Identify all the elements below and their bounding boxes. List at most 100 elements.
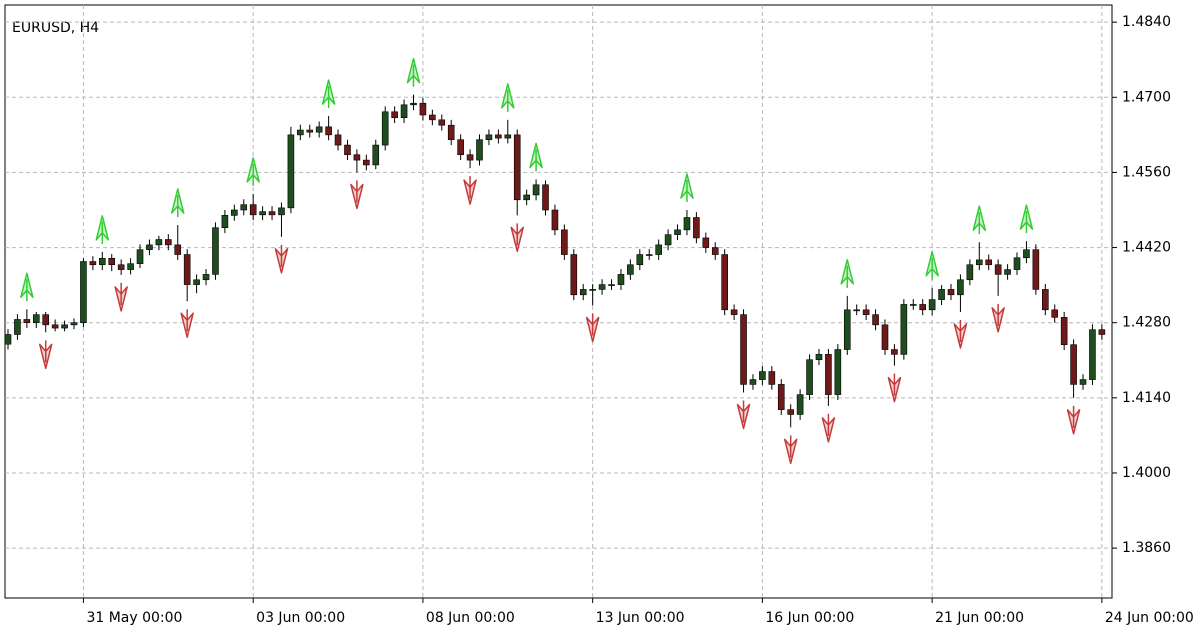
fractal-up	[972, 205, 987, 235]
fractal-up	[321, 79, 336, 109]
candle-body	[919, 304, 927, 311]
candle-body	[994, 264, 1002, 275]
candle-body	[400, 104, 408, 118]
fractal-up	[680, 173, 694, 203]
candle-body	[89, 261, 97, 266]
candle-body	[825, 354, 832, 395]
candle-body	[495, 134, 502, 139]
candle-body	[872, 314, 879, 326]
candle-body	[447, 124, 455, 140]
candle-body	[1070, 344, 1077, 385]
fractal-up	[406, 57, 421, 87]
candle-body	[627, 264, 634, 275]
candle-body	[655, 244, 662, 255]
y-tick-label: 1.4000	[1122, 465, 1171, 481]
fractal-down	[510, 223, 524, 253]
candle-body	[315, 126, 323, 133]
candle-body	[278, 207, 285, 216]
x-tick-label: 03 Jun 00:00	[256, 610, 345, 626]
candle-body	[834, 349, 842, 395]
candle-body	[155, 239, 163, 246]
candle-body	[372, 144, 380, 166]
candle-body	[523, 194, 530, 201]
plot-area	[4, 4, 1113, 599]
candle-body	[561, 229, 568, 255]
candle-body	[14, 319, 21, 335]
fractal-down	[887, 373, 902, 403]
x-tick-label: 21 Jun 00:00	[935, 610, 1024, 626]
candle-body	[32, 314, 40, 323]
x-tick-label: 13 Jun 00:00	[596, 610, 685, 626]
candle-body	[485, 134, 493, 140]
fractal-down	[736, 400, 751, 430]
candle-body	[51, 324, 59, 329]
candle-body	[645, 254, 653, 256]
candle-body	[589, 289, 596, 291]
candle-body	[957, 279, 964, 296]
fractal-up	[501, 83, 515, 112]
candle-body	[457, 139, 464, 156]
candle-body	[740, 314, 747, 385]
candle-body	[806, 359, 813, 395]
candle-body	[966, 264, 974, 281]
candle-body	[99, 257, 106, 266]
candle-body	[749, 379, 757, 385]
y-tick-label: 1.4700	[1122, 89, 1171, 105]
candle-body	[4, 334, 12, 345]
candle-body	[853, 309, 861, 312]
candle-body	[231, 209, 238, 216]
candle-body	[419, 102, 427, 116]
candle-body	[909, 304, 917, 306]
candle-body	[438, 119, 446, 126]
fractal-up	[925, 251, 939, 280]
candle-body	[598, 284, 606, 290]
fractal-down	[821, 413, 836, 443]
x-tick-label: 31 May 00:00	[86, 610, 182, 626]
fractal-down	[350, 180, 364, 210]
fractal-up	[840, 259, 855, 288]
candle-body	[674, 229, 681, 235]
candle-body	[702, 237, 710, 248]
candle-body	[636, 254, 644, 266]
fractal-down	[953, 319, 968, 349]
x-tick-label: 24 Jun 00:00	[1105, 610, 1194, 626]
candle-body	[532, 184, 540, 196]
x-tick-label: 08 Jun 00:00	[426, 610, 515, 626]
chart-title: EURUSD, H4	[12, 20, 99, 36]
candle-body	[947, 289, 955, 296]
candle-body	[202, 274, 210, 281]
fractal-up	[246, 157, 260, 186]
fractal-down	[180, 309, 194, 338]
candle-body	[127, 263, 134, 270]
candle-body	[900, 304, 908, 355]
candle-body	[721, 254, 728, 311]
candle-body	[146, 244, 153, 251]
candle-body	[768, 371, 776, 385]
fractal-up	[529, 142, 543, 172]
candle-body	[193, 279, 200, 285]
candle-body	[730, 309, 738, 315]
candle-body	[344, 144, 351, 156]
candle-body	[80, 261, 87, 323]
fractal-down	[585, 313, 600, 343]
candle-body	[693, 217, 700, 239]
candle-body	[165, 239, 172, 246]
candle-body	[664, 234, 672, 246]
candle-body	[938, 289, 945, 300]
candle-body	[985, 259, 993, 266]
candle-body	[1098, 329, 1106, 335]
candle-body	[891, 349, 898, 355]
candle-body	[975, 259, 983, 266]
y-tick-label: 1.4840	[1122, 14, 1171, 30]
candle-body	[1013, 257, 1021, 270]
candle-body	[23, 319, 31, 323]
candle-body	[306, 129, 314, 133]
y-tick-label: 1.4560	[1122, 164, 1171, 180]
candle-body	[843, 309, 851, 350]
candle-body	[466, 154, 474, 161]
y-tick-label: 1.4280	[1122, 315, 1171, 331]
fractal-down	[114, 282, 128, 312]
candle-body	[787, 409, 794, 415]
candle-body	[1023, 249, 1030, 259]
